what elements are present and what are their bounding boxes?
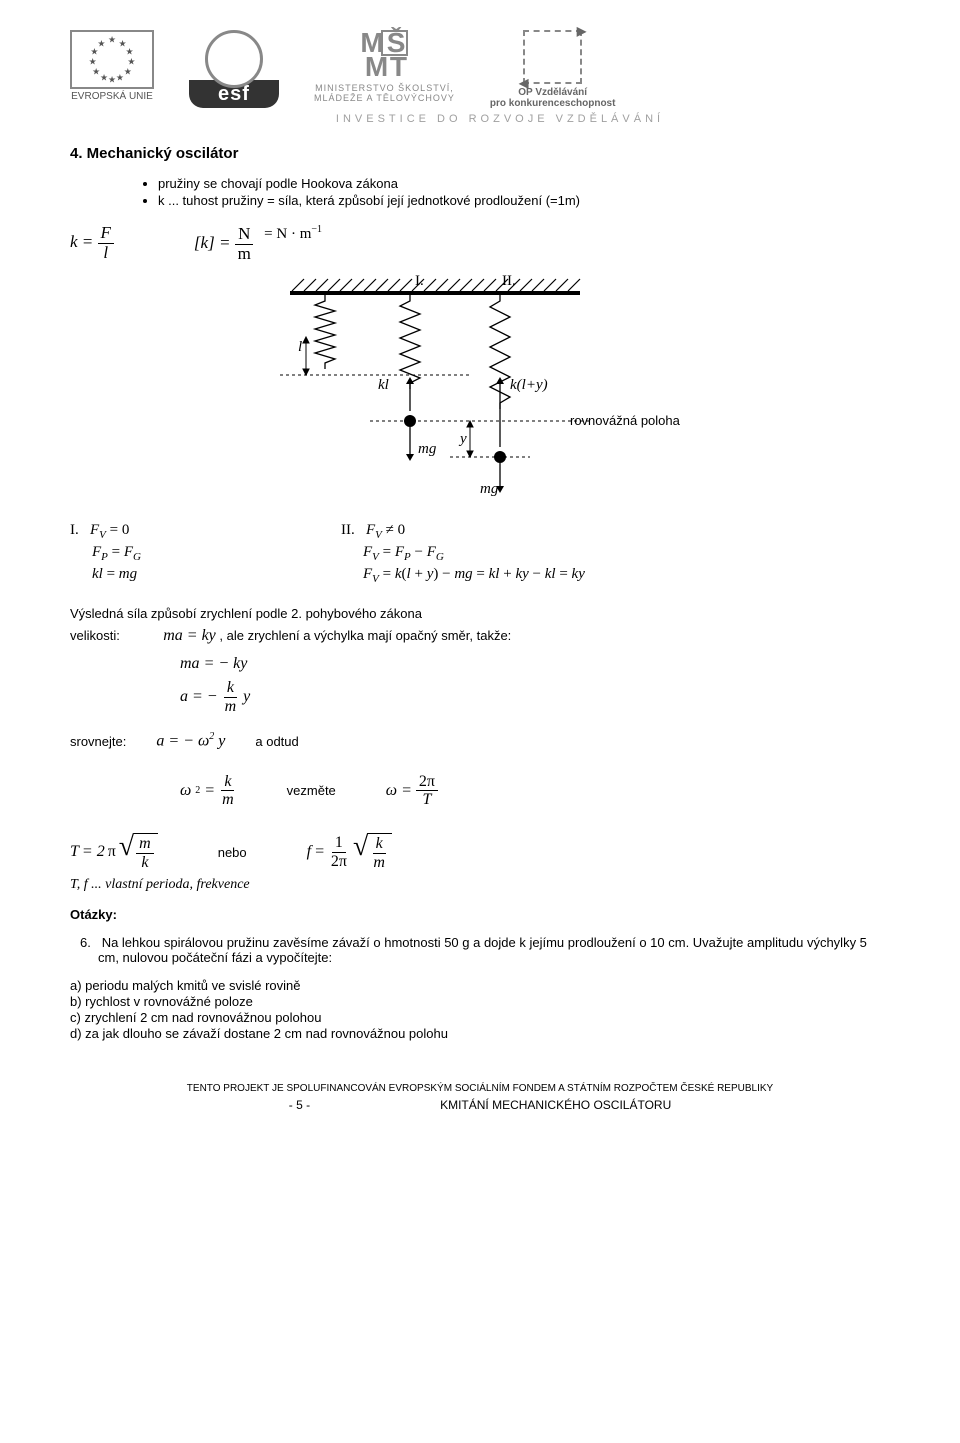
header-logos: ★ ★ ★ ★ ★ ★ ★ ★ ★ ★ ★ ★ EVROPSKÁ UNIE es… (70, 30, 890, 109)
case-II: II. FV ≠ 0 FV = FP − FG FV = k(l + y) − … (341, 522, 585, 588)
esf-head-icon (205, 30, 263, 88)
eu-flag-icon: ★ ★ ★ ★ ★ ★ ★ ★ ★ ★ ★ ★ (70, 30, 154, 89)
srovnejte-note: a odtud (255, 734, 298, 749)
q6-sub-a: a) periodu malých kmitů ve svislé rovině (70, 978, 890, 993)
diagram-label-II: II. (502, 273, 516, 289)
f-coef-den: 2π (328, 853, 350, 871)
eq2-num: k (224, 679, 237, 698)
formula-k-lhs: k = (70, 233, 93, 252)
footer-line: TENTO PROJEKT JE SPOLUFINANCOVÁN EVROPSK… (70, 1083, 890, 1094)
formula-k-den: l (100, 244, 111, 263)
section-title: 4. Mechanický oscilátor (70, 145, 890, 162)
f-sqrt-num: k (373, 835, 386, 854)
op-box-icon: ▶ ◀ (523, 30, 582, 84)
bullet-item: k ... tuhost pružiny = síla, která způso… (158, 193, 890, 208)
srovnejte-label: srovnejte: (70, 734, 126, 749)
formula-k: k = F l [k] = N m = N · m−1 (70, 224, 890, 263)
footer-topic: KMITÁNÍ MECHANICKÉHO OSCILÁTORU (440, 1098, 671, 1112)
q6-text: Na lehkou spirálovou pružinu zavěsíme zá… (98, 935, 867, 965)
T-num: m (136, 835, 154, 854)
eq2-den: m (222, 698, 240, 716)
diagram-mg: mg (418, 441, 437, 457)
diagram-kly: k(l+y) (510, 377, 548, 393)
nebo-label: nebo (218, 845, 247, 860)
q6-sub-b: b) rychlost v rovnovážné poloze (70, 994, 890, 1009)
omega-den: T (419, 791, 434, 809)
case-I: I. FV = 0 FP = FG kl = mg (70, 522, 141, 588)
formula-k-num: F (98, 224, 114, 244)
formula-unit-exp: = N · m−1 (264, 226, 322, 242)
omega-sq-num: k (221, 773, 234, 792)
omega-num: 2π (416, 773, 438, 792)
questions-heading: Otázky: (70, 907, 890, 922)
case-II-label: II. (341, 522, 355, 538)
msmt-line1: MINISTERSTVO ŠKOLSTVÍ, (315, 83, 454, 93)
q6-num: 6. (80, 935, 91, 950)
esf-logo: esf (189, 30, 279, 108)
diagram-y: y (458, 431, 467, 447)
diagram-mg2: mg (480, 481, 499, 497)
msmt-line2: MLÁDEŽE A TĚLOVÝCHOVY (314, 93, 455, 103)
op-line1: OP Vzdělávání (518, 87, 587, 98)
msmt-logo: MŠM T MINISTERSTVO ŠKOLSTVÍ, MLÁDEŽE A T… (314, 30, 455, 103)
eq2-rhs: y (243, 688, 250, 706)
q6-sub-d: d) za jak dlouho se závaží dostane 2 cm … (70, 1026, 890, 1041)
derivation-intro: Výsledná síla způsobí zrychlení podle 2.… (70, 606, 890, 621)
vezmete-label: vezměte (287, 783, 336, 798)
srovnejte-line: srovnejte: a = − ω2 y a odtud (70, 725, 890, 756)
tagline: INVESTICE DO ROZVOJE VZDĚLÁVÁNÍ (110, 113, 890, 125)
period-freq-line: T = 2π √ m k nebo f = 1 2π √ (70, 833, 890, 871)
formula-unit-num: N (235, 225, 253, 245)
op-line2: pro konkurenceschopnost (490, 98, 616, 109)
eq-block-1: ma = − ky a = − k m y (180, 655, 890, 715)
questions-block: Otázky: 6. Na lehkou spirálovou pružinu … (70, 907, 890, 1041)
eu-logo: ★ ★ ★ ★ ★ ★ ★ ★ ★ ★ ★ ★ EVROPSKÁ UNIE (70, 30, 154, 102)
eu-label: EVROPSKÁ UNIE (71, 91, 153, 102)
spring-1-icon (315, 295, 335, 369)
footer: TENTO PROJEKT JE SPOLUFINANCOVÁN EVROPSK… (70, 1083, 890, 1112)
cases-block: I. FV = 0 FP = FG kl = mg II. FV ≠ 0 FV … (70, 522, 890, 588)
velikosti-line: velikosti: ma = ky , ale zrychlení a výc… (70, 627, 890, 645)
diagram-l: l (298, 339, 302, 355)
footer-page: - 5 - (289, 1098, 310, 1112)
diagram-kl: kl (378, 377, 389, 393)
T-den: k (138, 854, 151, 872)
question-6: 6. Na lehkou spirálovou pružinu zavěsíme… (98, 935, 890, 965)
eq-block-2: ω2 = k m vezměte ω = 2π T (180, 767, 890, 815)
f-sqrt-den: m (370, 854, 388, 872)
formula-unit-lhs: [k] = (194, 233, 231, 252)
f-coef-num: 1 (332, 834, 346, 853)
spring-diagram: I. II. l (270, 271, 690, 504)
period-note: T, f ... vlastní perioda, frekvence (70, 877, 890, 893)
bullet-list: pružiny se chovají podle Hookova zákona … (118, 176, 890, 208)
formula-unit-den: m (235, 245, 254, 264)
case-I-label: I. (70, 522, 79, 538)
diagram-equilibrium: rovnovážná poloha (570, 413, 681, 428)
q6-sub-c: c) zrychlení 2 cm nad rovnovážnou poloho… (70, 1010, 890, 1025)
msmt-icon: MŠM T (360, 30, 408, 79)
velikosti-note: , ale zrychlení a výchylka mají opačný s… (219, 628, 511, 643)
bullet-item: pružiny se chovají podle Hookova zákona (158, 176, 890, 191)
omega-sq-den: m (219, 791, 237, 809)
op-logo: ▶ ◀ OP Vzdělávání pro konkurenceschopnos… (490, 30, 616, 109)
question-6-subs: a) periodu malých kmitů ve svislé rovině… (70, 978, 890, 1041)
velikosti-label: velikosti: (70, 628, 120, 643)
